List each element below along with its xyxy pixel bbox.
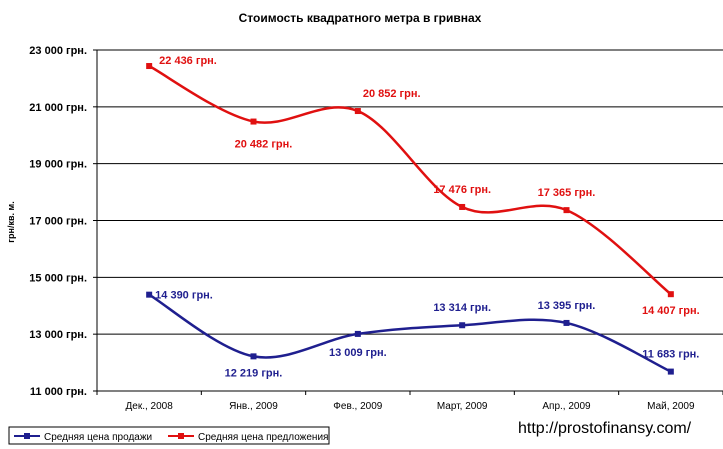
x-tick-labels: Дек., 2008 Янв., 2009 Фев., 2009 Март, 2009… [126,401,695,412]
x-tick-label: Апр., 2009 [542,401,591,412]
data-point [250,118,257,125]
legend-label: Средняя цена предложения [198,432,328,443]
legend-marker [178,433,184,439]
data-label: 12 219 грн. [225,367,283,379]
data-point [354,108,361,115]
data-point [354,330,361,337]
legend-marker [24,433,30,439]
y-axis-title: грн/кв. м. [6,201,16,242]
data-label: 22 436 грн. [159,55,217,67]
data-point [667,291,674,298]
series-line [148,293,672,373]
data-point [459,203,466,210]
data-point [146,291,153,298]
y-tick-label: 21 000 грн. [29,102,87,114]
data-point [459,322,466,329]
y-tick-label: 19 000 грн. [29,159,87,171]
x-tick-label: Янв., 2009 [229,401,278,412]
data-label: 17 476 грн. [433,184,491,196]
series-line [148,64,672,296]
data-point [563,207,570,214]
data-label: 14 407 грн. [642,305,700,317]
x-tick-label: Март, 2009 [437,401,488,412]
y-tick-label: 23 000 грн. [29,45,87,57]
data-label: 13 009 грн. [329,347,387,359]
y-tick-labels: 11 000 грн. 13 000 грн. 15 000 грн. 17 000 … [29,45,87,398]
x-tick-label: Дек., 2008 [126,401,174,412]
gridlines [97,49,723,392]
y-tick-label: 17 000 грн. [29,216,87,228]
x-tick-label: Май, 2009 [647,401,695,412]
chart-title: Стоимость квадратного метра в гривнах [239,11,482,25]
y-tick-label: 13 000 грн. [29,329,87,341]
data-label: 20 852 грн. [363,88,421,100]
legend: Средняя цена продажи Средняя цена предлож… [8,426,330,445]
y-tick-label: 11 000 грн. [30,386,87,398]
series-group: 14 390 грн. 12 219 грн. 13 009 грн. 13 314 … [146,55,700,379]
data-label: 20 482 грн. [235,139,293,151]
data-label: 14 390 грн. [155,290,213,302]
y-tick-label: 15 000 грн. [29,272,87,284]
axes [93,49,723,395]
data-point [563,319,570,326]
data-label: 17 365 грн. [538,187,596,199]
watermark-url: http://prostofinansy.com/ [518,420,692,437]
data-point [250,353,257,360]
data-label: 13 314 грн. [433,302,491,314]
data-point [146,63,153,70]
legend-label: Средняя цена продажи [44,432,152,443]
x-tick-label: Фев., 2009 [333,401,382,412]
data-point [667,368,674,375]
data-label: 13 395 грн. [538,300,596,312]
data-label: 11 683 грн. [642,349,699,361]
